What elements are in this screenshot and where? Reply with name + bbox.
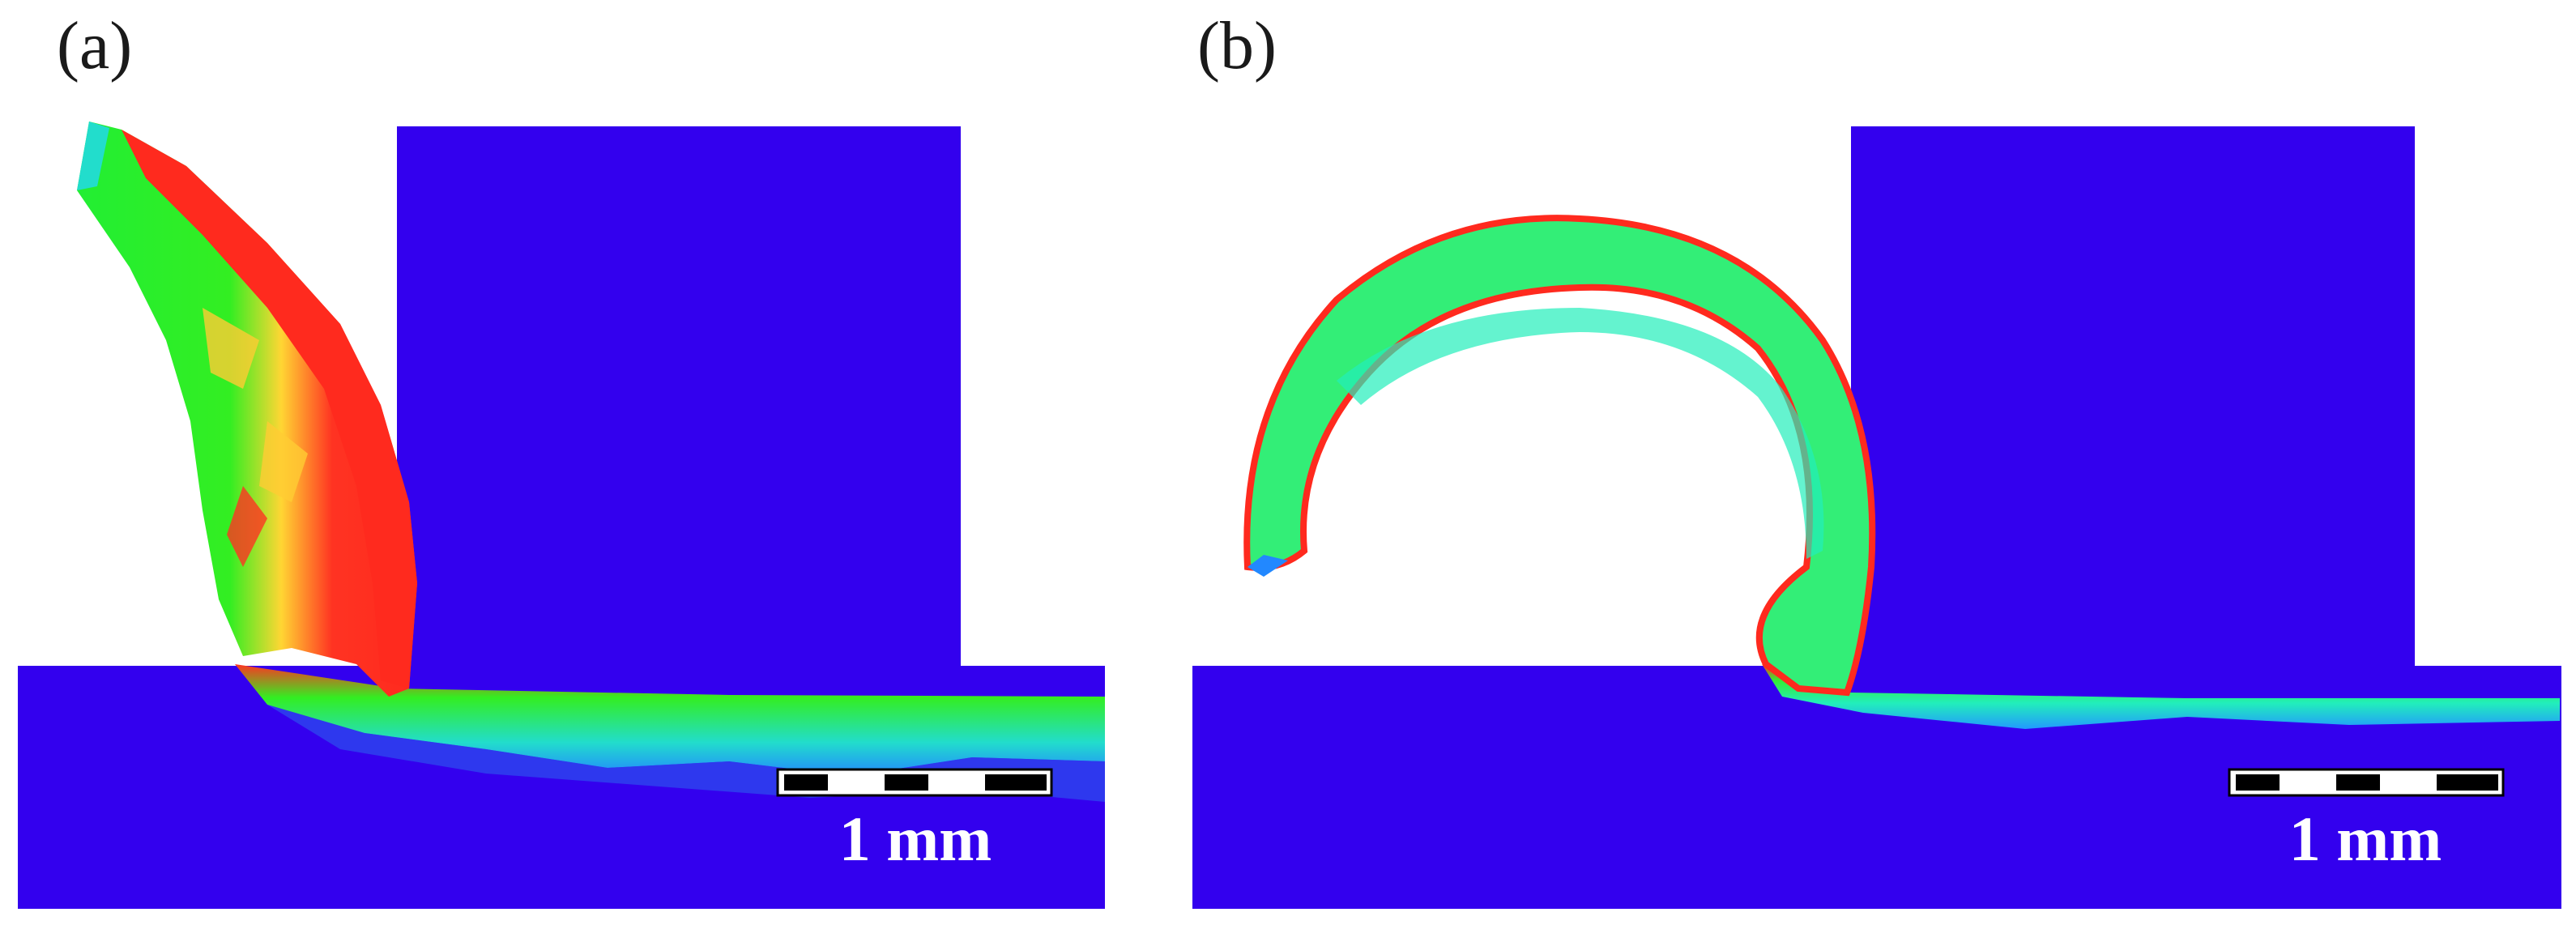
panel-b-scale-bar [2228, 768, 2505, 797]
panel-a-tool [397, 126, 961, 690]
panel-b-chip-layer [1762, 664, 2560, 729]
panel-b-chip [1243, 215, 1876, 697]
panel-a-chip [77, 121, 417, 697]
panel-b-tool [1851, 126, 2415, 690]
panel-b-label: (b) [1197, 8, 1277, 83]
panel-a-scale-bar [776, 768, 1053, 797]
panel-a-scale-label: 1 mm [839, 804, 992, 874]
panel-a-label: (a) [57, 8, 133, 83]
panel-b-scale-label: 1 mm [2289, 804, 2442, 874]
panel-a-chip-layer [235, 664, 1105, 776]
